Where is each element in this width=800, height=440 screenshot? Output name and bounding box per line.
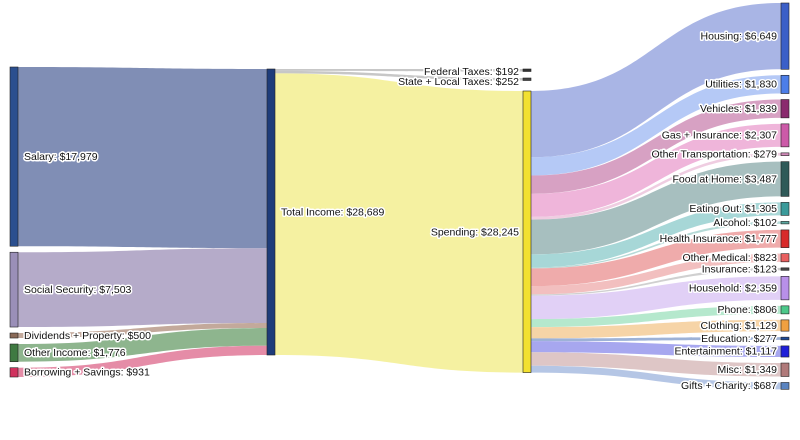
node-label-health_ins: Health Insurance: $1,777 bbox=[660, 233, 777, 245]
node-other_income[interactable] bbox=[9, 343, 19, 363]
node-dividends[interactable] bbox=[9, 332, 19, 339]
node-label-borrowing: Borrowing + Savings: $931 bbox=[24, 367, 150, 379]
link-spending-to-housing[interactable] bbox=[531, 3, 781, 158]
link-spending-to-phone[interactable] bbox=[531, 305, 781, 328]
node-insurance[interactable] bbox=[780, 267, 790, 271]
link-spending-to-other_transport[interactable] bbox=[531, 152, 781, 220]
node-label-dividends: Dividends + Property: $500 bbox=[24, 330, 151, 342]
link-spending-to-misc[interactable] bbox=[531, 352, 781, 377]
node-label-other_medical: Other Medical: $823 bbox=[682, 252, 777, 264]
link-spending-to-gifts[interactable] bbox=[531, 365, 781, 390]
link-total-to-federal[interactable] bbox=[275, 69, 523, 72]
node-vehicles[interactable] bbox=[780, 99, 790, 119]
node-health_ins[interactable] bbox=[780, 229, 790, 248]
link-spending-to-health_ins[interactable] bbox=[531, 229, 781, 287]
link-spending-to-clothing[interactable] bbox=[531, 319, 781, 339]
node-other_medical[interactable] bbox=[780, 253, 790, 263]
node-alcohol[interactable] bbox=[780, 221, 790, 225]
node-food_home[interactable] bbox=[780, 161, 790, 197]
node-spending[interactable] bbox=[522, 90, 532, 373]
node-label-phone: Phone: $806 bbox=[717, 304, 777, 316]
labels-layer: Salary: $17,979 Social Security: $7,503 Di… bbox=[23, 29, 779, 394]
node-federal[interactable] bbox=[522, 68, 532, 72]
link-spending-to-alcohol[interactable] bbox=[531, 221, 781, 269]
link-dividends-to-total[interactable] bbox=[18, 323, 267, 339]
node-housing[interactable] bbox=[780, 2, 790, 70]
link-spending-to-food_home[interactable] bbox=[531, 161, 781, 255]
node-borrowing[interactable] bbox=[9, 367, 19, 378]
node-label-gas: Gas + Insurance: $2,307 bbox=[662, 130, 777, 142]
link-spending-to-entertainment[interactable] bbox=[531, 341, 781, 358]
link-spending-to-insurance[interactable] bbox=[531, 267, 781, 296]
node-label-gifts: Gifts + Charity: $687 bbox=[681, 380, 777, 392]
link-spending-to-gas[interactable] bbox=[531, 123, 781, 217]
node-label-food_home: Food at Home: $3,487 bbox=[673, 173, 778, 185]
link-spending-to-eating_out[interactable] bbox=[531, 202, 781, 268]
node-eating_out[interactable] bbox=[780, 202, 790, 216]
node-phone[interactable] bbox=[780, 305, 790, 315]
node-label-housing: Housing: $6,649 bbox=[701, 30, 778, 42]
node-label-insurance: Insurance: $123 bbox=[702, 263, 777, 275]
node-salary[interactable] bbox=[9, 66, 19, 247]
node-label-household: Household: $2,359 bbox=[689, 282, 777, 294]
node-label-other_transport: Other Transportation: $279 bbox=[652, 149, 778, 161]
node-state[interactable] bbox=[522, 77, 532, 81]
node-label-spending: Spending: $28,245 bbox=[431, 226, 519, 238]
node-label-other_income: Other Income: $1,776 bbox=[24, 347, 126, 359]
node-utilities[interactable] bbox=[780, 74, 790, 94]
link-borrowing-to-total[interactable] bbox=[18, 345, 267, 377]
node-label-vehicles: Vehicles: $1,839 bbox=[700, 103, 777, 115]
link-spending-to-other_medical[interactable] bbox=[531, 253, 781, 295]
node-label-clothing: Clothing: $1,129 bbox=[701, 320, 778, 332]
node-label-salary: Salary: $17,979 bbox=[24, 151, 98, 163]
node-entertainment[interactable] bbox=[780, 345, 790, 358]
node-education[interactable] bbox=[780, 336, 790, 341]
link-spending-to-household[interactable] bbox=[531, 276, 781, 320]
node-total[interactable] bbox=[266, 68, 276, 356]
link-total-to-state[interactable] bbox=[275, 70, 523, 81]
link-salary-to-total[interactable] bbox=[18, 67, 267, 249]
node-other_transport[interactable] bbox=[780, 152, 790, 156]
node-label-eating_out: Eating Out: $1,305 bbox=[689, 203, 777, 215]
node-household[interactable] bbox=[780, 276, 790, 301]
link-other_income-to-total[interactable] bbox=[18, 328, 267, 362]
node-clothing[interactable] bbox=[780, 319, 790, 332]
node-gifts[interactable] bbox=[780, 382, 790, 390]
node-label-alcohol: Alcohol: $102 bbox=[713, 217, 777, 229]
node-label-education: Education: $277 bbox=[701, 333, 777, 345]
node-label-entertainment: Entertainment: $1,117 bbox=[674, 346, 777, 358]
node-label-utilities: Utilities: $1,830 bbox=[705, 79, 777, 91]
node-label-state: State + Local Taxes: $252 bbox=[398, 76, 519, 88]
link-spending-to-education[interactable] bbox=[531, 337, 781, 342]
node-label-social: Social Security: $7,503 bbox=[24, 284, 132, 296]
nodes-layer bbox=[9, 2, 790, 390]
node-social[interactable] bbox=[9, 251, 19, 328]
node-label-misc: Misc: $1,349 bbox=[717, 364, 777, 376]
node-label-federal: Federal Taxes: $192 bbox=[424, 66, 519, 78]
link-spending-to-vehicles[interactable] bbox=[531, 99, 781, 194]
links-layer bbox=[18, 3, 781, 390]
node-label-total: Total Income: $28,689 bbox=[281, 206, 384, 218]
node-gas[interactable] bbox=[780, 123, 790, 148]
link-social-to-total[interactable] bbox=[18, 248, 267, 328]
link-total-to-spending[interactable] bbox=[275, 73, 523, 373]
node-misc[interactable] bbox=[780, 362, 790, 377]
link-spending-to-utilities[interactable] bbox=[531, 75, 781, 176]
